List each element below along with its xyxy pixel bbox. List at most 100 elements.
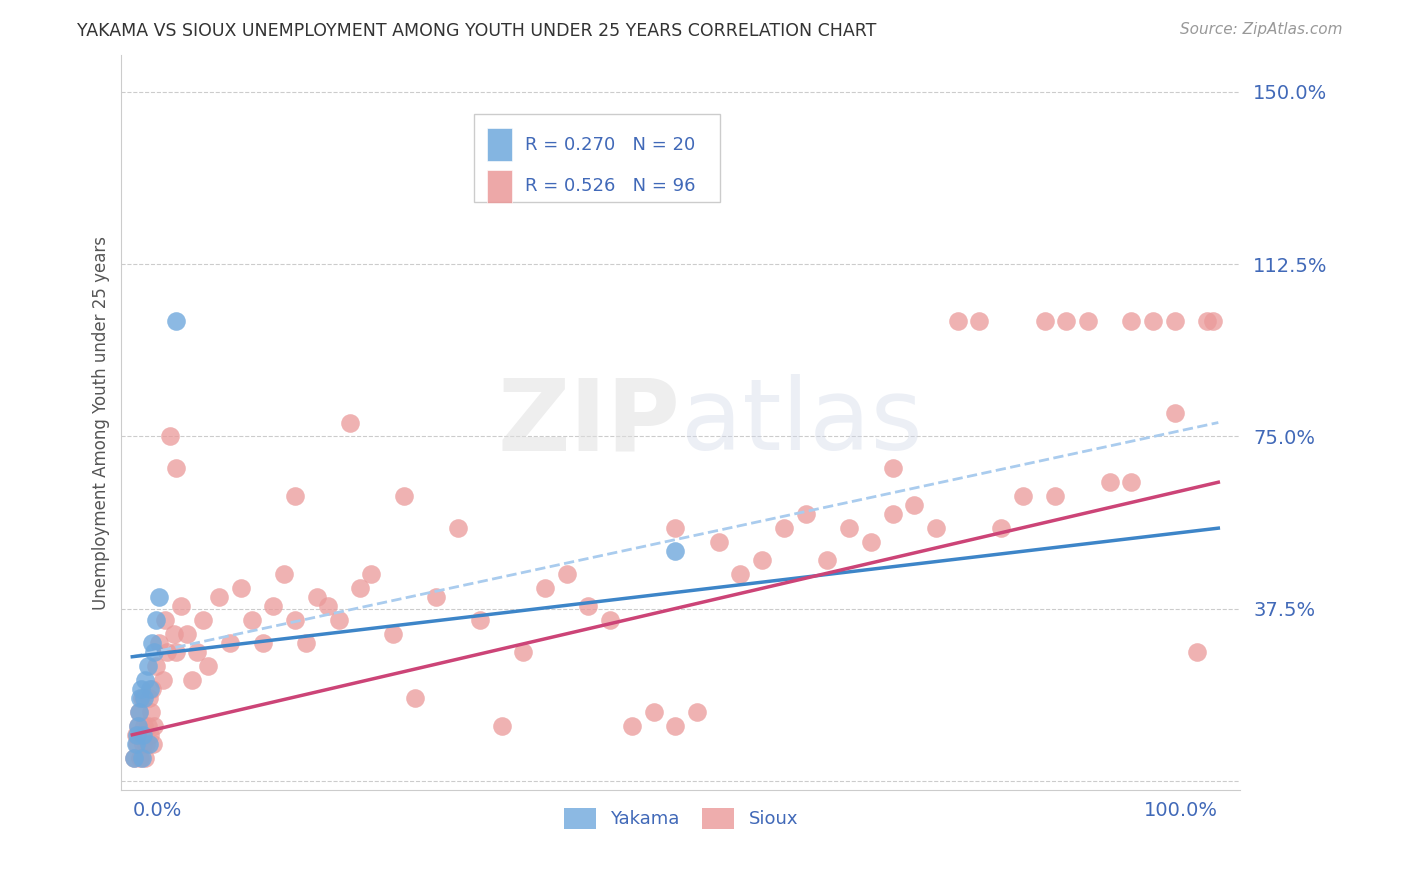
Point xyxy=(1185,645,1208,659)
Point xyxy=(349,581,371,595)
Point xyxy=(686,705,709,719)
Point xyxy=(946,314,969,328)
Point xyxy=(1121,475,1143,490)
Point xyxy=(1098,475,1121,490)
Point xyxy=(1164,406,1187,420)
Point xyxy=(1054,314,1077,328)
Point xyxy=(730,567,752,582)
Point xyxy=(1045,489,1067,503)
Point xyxy=(664,544,686,558)
Point xyxy=(664,718,686,732)
Point xyxy=(142,737,165,751)
Point xyxy=(404,691,426,706)
Point xyxy=(773,521,796,535)
Point xyxy=(127,718,149,732)
Point xyxy=(165,314,187,328)
Point xyxy=(838,521,860,535)
Point xyxy=(240,613,263,627)
Point xyxy=(1197,314,1219,328)
Point xyxy=(1011,489,1033,503)
Point xyxy=(170,599,193,614)
Point xyxy=(191,613,214,627)
Point xyxy=(229,581,252,595)
Point xyxy=(143,718,166,732)
Point xyxy=(141,636,163,650)
Point xyxy=(176,627,198,641)
Point xyxy=(125,737,148,751)
Point xyxy=(162,627,184,641)
Text: ZIP: ZIP xyxy=(498,374,681,471)
Point xyxy=(134,751,156,765)
Point xyxy=(127,718,149,732)
Point xyxy=(131,691,153,706)
Text: 0.0%: 0.0% xyxy=(132,801,181,821)
Point xyxy=(208,590,231,604)
Point xyxy=(152,673,174,687)
Point xyxy=(124,737,146,751)
Text: R = 0.270   N = 20: R = 0.270 N = 20 xyxy=(526,136,696,153)
Point xyxy=(1202,314,1225,328)
Point xyxy=(751,553,773,567)
Point xyxy=(136,659,159,673)
Point xyxy=(599,613,621,627)
Point xyxy=(620,718,643,732)
Point xyxy=(138,691,160,706)
Legend: Yakama, Sioux: Yakama, Sioux xyxy=(557,801,806,836)
Point xyxy=(1121,314,1143,328)
Point xyxy=(128,705,150,719)
Point xyxy=(129,728,152,742)
Point xyxy=(305,590,328,604)
Text: atlas: atlas xyxy=(681,374,922,471)
Point xyxy=(555,567,578,582)
Point xyxy=(578,599,600,614)
Point xyxy=(129,681,152,696)
Point xyxy=(156,645,179,659)
Point xyxy=(392,489,415,503)
Point xyxy=(165,461,187,475)
Point xyxy=(145,613,167,627)
Point xyxy=(512,645,534,659)
Point xyxy=(124,728,146,742)
Point xyxy=(534,581,557,595)
Point xyxy=(219,636,242,650)
Point xyxy=(263,599,285,614)
Point xyxy=(1142,314,1164,328)
Point xyxy=(284,489,307,503)
Point xyxy=(125,728,148,742)
Point xyxy=(859,535,882,549)
Point xyxy=(138,728,160,742)
Point xyxy=(425,590,447,604)
Point xyxy=(969,314,991,328)
Point xyxy=(141,681,163,696)
Point xyxy=(129,751,152,765)
Point xyxy=(381,627,404,641)
FancyBboxPatch shape xyxy=(488,128,512,161)
Point xyxy=(882,508,904,522)
Point xyxy=(129,691,152,706)
Text: 100.0%: 100.0% xyxy=(1144,801,1219,821)
Point xyxy=(360,567,382,582)
Point xyxy=(882,461,904,475)
Point xyxy=(328,613,350,627)
Point xyxy=(273,567,295,582)
Point xyxy=(815,553,838,567)
Point xyxy=(316,599,339,614)
Point xyxy=(128,705,150,719)
Point xyxy=(131,751,153,765)
Point xyxy=(491,718,513,732)
Point xyxy=(165,645,187,659)
Point xyxy=(664,521,686,535)
Point xyxy=(643,705,665,719)
Point xyxy=(1033,314,1056,328)
Point xyxy=(295,636,318,650)
Point xyxy=(447,521,470,535)
Point xyxy=(148,590,170,604)
Point xyxy=(1164,314,1187,328)
Point xyxy=(186,645,208,659)
Point xyxy=(145,659,167,673)
Point xyxy=(284,613,307,627)
Point xyxy=(903,498,925,512)
FancyBboxPatch shape xyxy=(474,114,720,202)
Point xyxy=(132,728,155,742)
Point xyxy=(707,535,730,549)
